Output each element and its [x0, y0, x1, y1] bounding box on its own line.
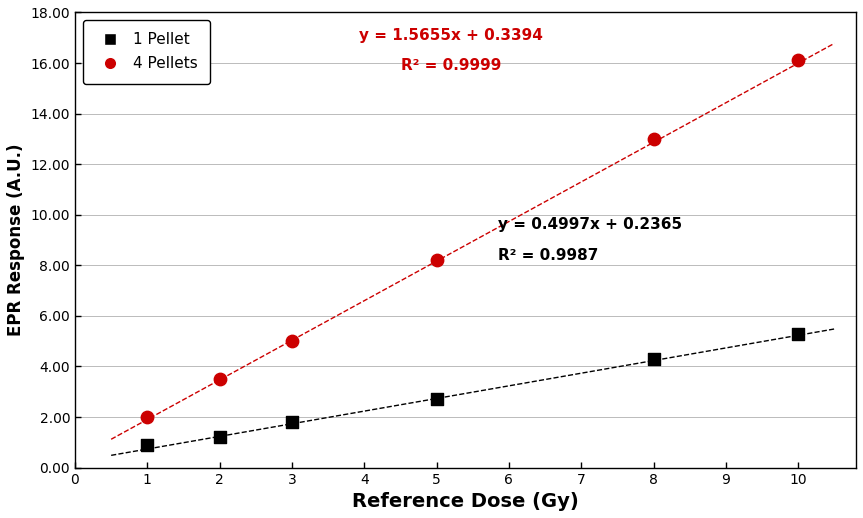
- 4 Pellets: [791, 56, 805, 65]
- 1 Pellet: [141, 441, 154, 449]
- 1 Pellet: [212, 433, 226, 441]
- Text: y = 0.4997x + 0.2365: y = 0.4997x + 0.2365: [498, 218, 682, 233]
- 1 Pellet: [430, 395, 444, 404]
- 1 Pellet: [646, 355, 660, 363]
- Text: R² = 0.9999: R² = 0.9999: [401, 58, 501, 73]
- Text: y = 1.5655x + 0.3394: y = 1.5655x + 0.3394: [359, 28, 543, 43]
- Y-axis label: EPR Response (A.U.): EPR Response (A.U.): [7, 144, 25, 336]
- 4 Pellets: [285, 337, 299, 346]
- 4 Pellets: [212, 375, 226, 383]
- 1 Pellet: [285, 418, 299, 426]
- X-axis label: Reference Dose (Gy): Reference Dose (Gy): [352, 492, 579, 511]
- 1 Pellet: [791, 329, 805, 338]
- 4 Pellets: [646, 135, 660, 143]
- 4 Pellets: [430, 256, 444, 264]
- 4 Pellets: [141, 413, 154, 421]
- Text: R² = 0.9987: R² = 0.9987: [498, 248, 598, 263]
- Legend: 1 Pellet, 4 Pellets: 1 Pellet, 4 Pellets: [83, 20, 210, 84]
